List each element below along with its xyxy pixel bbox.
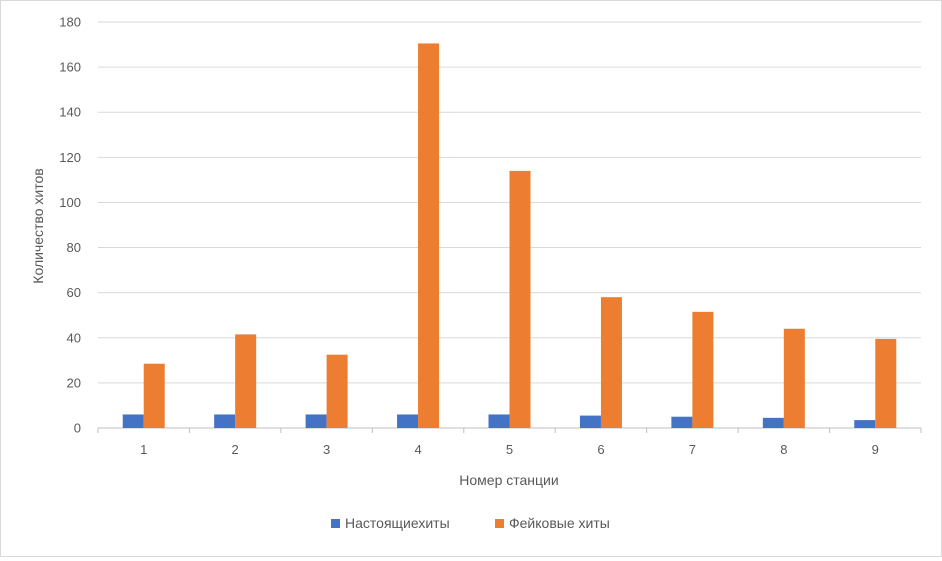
bar-fake-station-6 (600, 297, 622, 428)
legend-label: Фейковые хиты (509, 515, 610, 531)
bar-real-station-5 (488, 414, 510, 428)
y-axis-title: Количество хитов (30, 168, 46, 283)
x-tick-label: 2 (232, 442, 239, 457)
bar-real-station-4 (397, 414, 419, 428)
x-tick-label: 5 (506, 442, 513, 457)
bar-real-station-6 (579, 415, 601, 428)
x-axis-title: Номер станции (459, 472, 558, 488)
y-tick-label: 100 (59, 195, 81, 210)
y-axis-ticks: 0 20 40 60 80 100 120 140 160 180 (59, 15, 81, 436)
bar-real-station-1 (122, 414, 144, 428)
y-tick-label: 120 (59, 150, 81, 165)
bar-real-station-9 (854, 420, 876, 428)
x-axis: 1 2 3 4 5 6 7 8 9 (97, 427, 922, 457)
y-tick-label: 40 (67, 330, 81, 345)
x-tick-label: 9 (872, 442, 879, 457)
y-tick-label: 20 (67, 375, 81, 390)
legend-label: Настоящиехиты (345, 515, 450, 531)
bar-real-station-2 (214, 414, 236, 428)
bar-fake-station-7 (692, 311, 714, 428)
x-tick-label: 3 (323, 442, 330, 457)
bar-fake-station-8 (783, 328, 805, 428)
bars (122, 43, 897, 429)
bar-fake-station-5 (509, 170, 531, 428)
bar-real-station-8 (762, 417, 784, 428)
legend: Настоящиехиты Фейковые хиты (331, 515, 610, 531)
x-tick-label: 6 (597, 442, 604, 457)
y-tick-label: 160 (59, 60, 81, 75)
x-tick-label: 1 (140, 442, 147, 457)
bar-real-station-7 (671, 416, 693, 428)
bar-fake-station-9 (875, 338, 897, 428)
bar-fake-station-1 (143, 363, 165, 428)
x-tick-label: 8 (780, 442, 787, 457)
legend-swatch (495, 519, 504, 528)
y-tick-label: 80 (67, 240, 81, 255)
legend-swatch (331, 519, 340, 528)
y-tick-label: 140 (59, 105, 81, 120)
x-tick-label: 4 (414, 442, 421, 457)
bar-fake-station-4 (418, 43, 440, 429)
bar-real-station-3 (305, 414, 327, 428)
bar-fake-station-3 (326, 354, 348, 428)
y-tick-label: 0 (74, 421, 81, 436)
y-tick-label: 180 (59, 15, 81, 30)
x-tick-label: 7 (689, 442, 696, 457)
y-tick-label: 60 (67, 285, 81, 300)
bar-fake-station-2 (235, 334, 257, 428)
